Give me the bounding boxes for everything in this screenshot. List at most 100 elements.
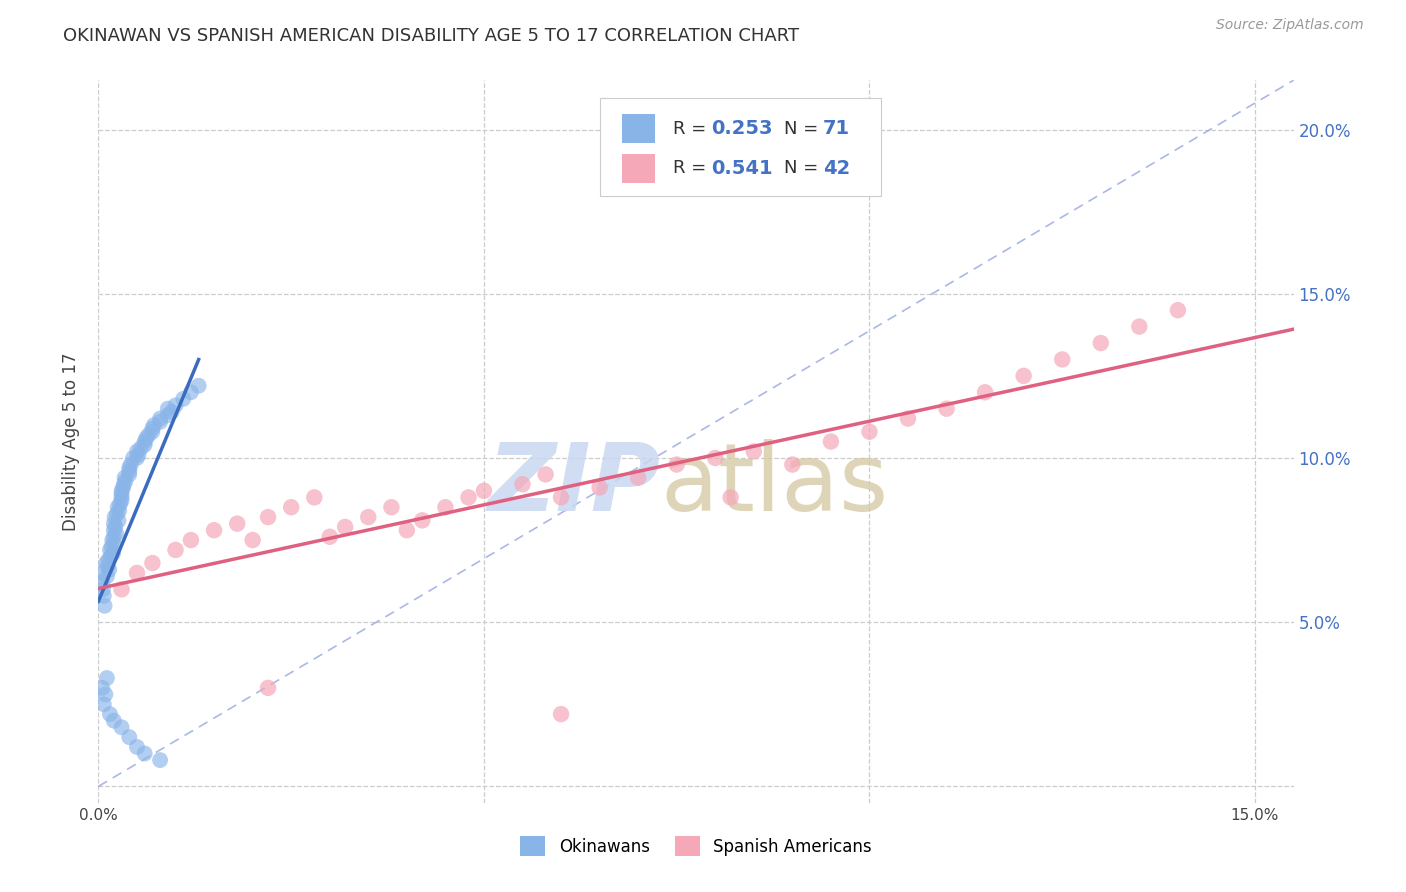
Point [974,385,997,400]
Point [125,450,148,465]
Point [357,510,380,524]
Point [103,523,125,537]
FancyBboxPatch shape [621,114,655,143]
Point [333,520,356,534]
Point [141,556,163,570]
Point [202,523,225,537]
Point [97,553,120,567]
Text: R =: R = [673,120,713,137]
Point [101,533,124,547]
Point [107,500,129,515]
Point [165,398,187,412]
Point [91,582,114,597]
Point [94,556,117,570]
Point [149,753,172,767]
Point [380,500,402,515]
Point [257,681,280,695]
Text: ZIP: ZIP [488,439,661,531]
Point [550,491,572,505]
Point [110,487,132,501]
Point [91,575,114,590]
Text: 42: 42 [823,159,849,178]
Point [472,483,495,498]
Point [96,671,118,685]
Point [112,481,135,495]
Point [1090,336,1112,351]
Point [720,491,742,505]
Point [103,536,125,550]
Text: 0.253: 0.253 [711,120,773,138]
Point [820,434,842,449]
Text: N =: N = [785,120,824,137]
Text: 71: 71 [823,120,849,138]
Point [110,491,132,505]
Point [110,720,132,734]
Point [120,458,142,472]
Point [103,530,125,544]
Point [98,563,121,577]
Point [135,431,157,445]
Point [114,474,136,488]
Point [134,747,156,761]
Point [1167,303,1189,318]
Point [457,491,479,505]
Point [105,507,128,521]
Point [257,510,280,524]
Point [125,566,148,580]
Point [98,542,121,557]
Point [129,441,152,455]
Point [93,589,115,603]
Point [97,559,120,574]
Point [180,533,202,547]
Y-axis label: Disability Age 5 to 17: Disability Age 5 to 17 [62,352,80,531]
Point [411,513,433,527]
Point [897,411,920,425]
Point [180,385,202,400]
Point [122,450,145,465]
Point [149,415,172,429]
Text: atlas: atlas [661,439,889,531]
Point [108,503,131,517]
Point [100,540,122,554]
Point [280,500,302,515]
Text: R =: R = [673,160,713,178]
Point [101,546,124,560]
Point [588,481,610,495]
Point [512,477,534,491]
Point [125,739,148,754]
Point [94,687,117,701]
Point [1128,319,1150,334]
Point [108,497,131,511]
Point [395,523,418,537]
Point [534,467,557,482]
Point [118,730,141,744]
Point [103,714,125,728]
Point [93,599,115,613]
Text: Source: ZipAtlas.com: Source: ZipAtlas.com [1216,18,1364,32]
Point [118,460,141,475]
Point [104,520,127,534]
Point [665,458,688,472]
Point [627,470,650,484]
Point [105,526,128,541]
Point [104,510,127,524]
Point [134,434,156,449]
Point [142,418,165,433]
Point [156,409,179,423]
Point [125,444,148,458]
Point [304,491,326,505]
Point [226,516,249,531]
Point [107,513,129,527]
Text: OKINAWAN VS SPANISH AMERICAN DISABILITY AGE 5 TO 17 CORRELATION CHART: OKINAWAN VS SPANISH AMERICAN DISABILITY … [63,27,800,45]
Point [1012,368,1035,383]
Point [141,421,163,435]
FancyBboxPatch shape [621,154,655,183]
Point [110,493,132,508]
Point [782,458,804,472]
Point [149,411,172,425]
Point [91,681,114,695]
Point [118,467,141,482]
Point [110,483,132,498]
Point [93,698,115,712]
Point [138,428,160,442]
